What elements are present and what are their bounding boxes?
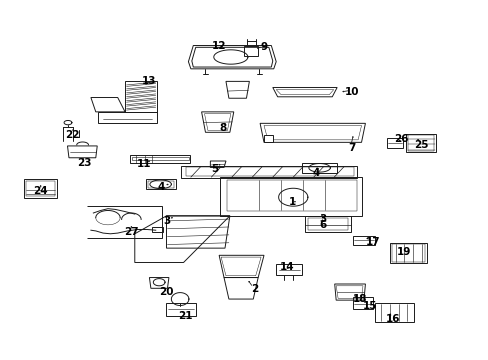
Text: 8: 8: [219, 123, 226, 133]
Text: 24: 24: [33, 186, 48, 197]
Text: 4: 4: [158, 182, 165, 192]
Text: 3: 3: [163, 216, 170, 226]
Text: 13: 13: [142, 76, 156, 86]
Text: 12: 12: [211, 41, 226, 50]
Text: 17: 17: [365, 237, 379, 247]
Text: 3: 3: [318, 215, 325, 224]
Text: 16: 16: [385, 314, 400, 324]
Text: 15: 15: [362, 301, 376, 311]
Text: 21: 21: [178, 311, 192, 320]
Text: 9: 9: [260, 42, 267, 52]
Text: 11: 11: [137, 159, 151, 169]
Text: 5: 5: [211, 164, 219, 174]
Polygon shape: [264, 135, 272, 142]
Text: 25: 25: [413, 140, 427, 150]
Text: 14: 14: [280, 262, 294, 272]
Text: 1: 1: [288, 197, 295, 207]
Text: 10: 10: [344, 87, 358, 97]
Text: 20: 20: [159, 287, 173, 297]
Text: 2: 2: [250, 284, 257, 294]
Text: 19: 19: [396, 247, 410, 257]
Text: 26: 26: [393, 134, 408, 144]
Text: 27: 27: [124, 227, 139, 237]
Text: 22: 22: [65, 130, 80, 140]
Text: 4: 4: [312, 168, 320, 178]
Text: 6: 6: [318, 220, 325, 230]
Text: 23: 23: [77, 158, 92, 168]
Text: 7: 7: [347, 143, 355, 153]
Text: 18: 18: [352, 294, 366, 304]
